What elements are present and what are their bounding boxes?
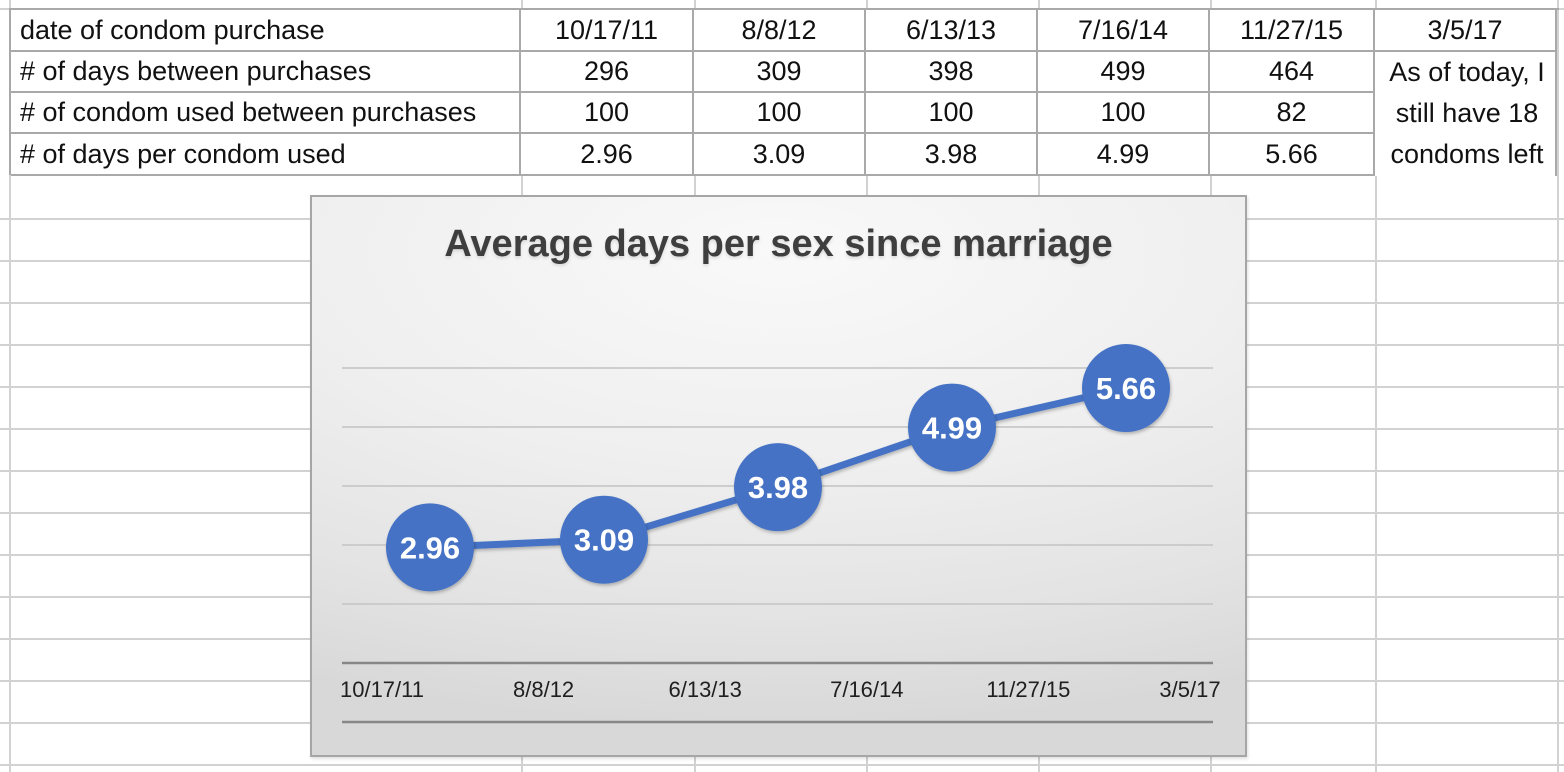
table-cell-row-label[interactable]: # of days between purchases [11,52,521,93]
x-axis-label: 11/27/15 [986,677,1070,702]
table-cell[interactable]: 2.96 [521,134,694,176]
table-cell[interactable]: 8/8/12 [694,10,866,52]
table-cell[interactable]: 100 [866,93,1038,134]
table-cell[interactable]: 499 [1038,52,1210,93]
table-cell[interactable]: 464 [1210,52,1375,93]
data-marker[interactable] [734,443,822,532]
table-cell-row-label[interactable]: # of condom used between purchases [11,93,521,134]
table-cell[interactable]: 3/5/17 [1375,10,1557,52]
table-cell[interactable]: 296 [521,52,694,93]
note-line: still have 18 [1395,98,1539,128]
table-cell[interactable]: 309 [694,52,866,93]
x-axis-label: 7/16/14 [830,677,903,702]
table-cell[interactable]: 100 [521,93,694,134]
chart[interactable]: Average days per sex since marriage 10/1… [310,195,1247,757]
data-label: 3.98 [748,470,808,505]
data-label: 3.09 [574,523,634,558]
x-axis-label: 6/13/13 [668,677,741,702]
table-cell[interactable]: 82 [1210,93,1375,134]
note-merged-cell[interactable]: As of today, I still have 18 condoms lef… [1377,52,1557,175]
table-row: # of days per condom used 2.96 3.09 3.98… [11,134,1559,176]
data-marker[interactable] [560,495,648,584]
x-axis-label: 10/17/11 [340,677,424,702]
table-cell[interactable]: 100 [1038,93,1210,134]
x-axis-label: 3/5/17 [1159,677,1220,702]
data-label: 4.99 [922,411,982,446]
table-cell[interactable] [1375,52,1557,93]
table-cell-row-label[interactable]: date of condom purchase [11,10,521,52]
data-label: 2.96 [400,530,460,565]
table-cell[interactable]: 11/27/15 [1210,10,1375,52]
x-axis-label: 8/8/12 [513,677,574,702]
data-marker[interactable] [386,503,474,592]
chart-title[interactable]: Average days per sex since marriage [444,223,1113,265]
chart-plot-svg: 10/17/11 8/8/12 6/13/13 7/16/14 11/27/15 3/5/… [340,344,1221,724]
table-row: # of condom used between purchases 100 1… [11,93,1559,134]
table-cell[interactable] [1375,93,1557,134]
data-marker[interactable] [1082,344,1170,433]
table-cell[interactable]: 7/16/14 [1038,10,1210,52]
table-cell[interactable]: 6/13/13 [866,10,1038,52]
table-cell[interactable]: 5.66 [1210,134,1375,176]
table-row: # of days between purchases 296 309 398 … [11,52,1559,93]
note-line: condoms left [1390,139,1544,169]
table-cell[interactable]: 3.09 [694,134,866,176]
table-cell-row-label[interactable]: # of days per condom used [11,134,521,176]
data-label: 5.66 [1096,371,1156,406]
data-marker[interactable] [908,383,996,472]
table-cell[interactable]: 398 [866,52,1038,93]
table-cell[interactable]: 4.99 [1038,134,1210,176]
sheet-gridline-h [0,764,1564,766]
table-cell[interactable]: 3.98 [866,134,1038,176]
table-cell[interactable]: 10/17/11 [521,10,694,52]
data-table: date of condom purchase 10/17/11 8/8/12 … [9,8,1559,176]
table-row: date of condom purchase 10/17/11 8/8/12 … [11,10,1559,52]
table-cell[interactable] [1375,134,1557,176]
table-cell[interactable]: 100 [694,93,866,134]
note-line: As of today, I [1389,57,1545,87]
